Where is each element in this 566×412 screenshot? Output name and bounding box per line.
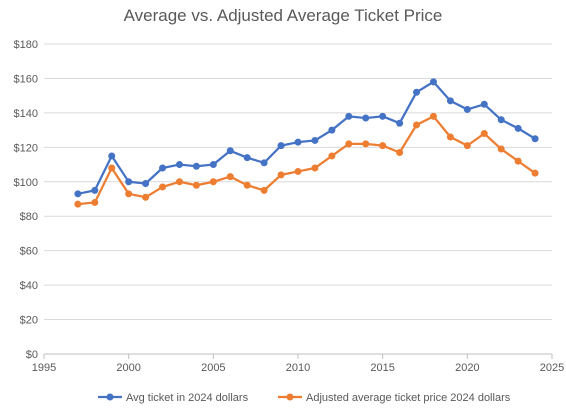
- x-tick-label: 2010: [286, 362, 310, 374]
- data-point: [260, 186, 268, 194]
- data-point: [125, 178, 133, 186]
- data-point: [209, 161, 217, 169]
- data-point: [531, 169, 539, 177]
- data-point: [226, 173, 234, 181]
- y-tick-label: $0: [26, 349, 38, 361]
- y-tick-label: $40: [20, 280, 38, 292]
- chart-title: Average vs. Adjusted Average Ticket Pric…: [123, 6, 443, 25]
- data-point: [413, 88, 421, 96]
- legend-marker-swatch: [106, 393, 114, 401]
- data-point: [91, 186, 99, 194]
- data-point: [328, 126, 336, 134]
- data-point: [226, 147, 234, 155]
- legend-entry-1: Avg ticket in 2024 dollars: [98, 392, 249, 404]
- legend-entry-2: Adjusted average ticket price 2024 dolla…: [278, 392, 511, 404]
- data-point: [497, 116, 505, 124]
- data-point: [429, 112, 437, 120]
- data-point: [514, 124, 522, 132]
- data-point: [243, 154, 251, 162]
- data-point: [311, 136, 319, 144]
- x-tick-label: 2000: [116, 362, 140, 374]
- data-point: [192, 162, 200, 170]
- data-point: [345, 140, 353, 148]
- legend-label: Adjusted average ticket price 2024 dolla…: [306, 392, 511, 404]
- data-point: [125, 190, 133, 198]
- data-point: [142, 193, 150, 201]
- data-point: [243, 181, 251, 189]
- data-point: [209, 178, 217, 186]
- data-point: [294, 167, 302, 175]
- data-point: [108, 152, 116, 160]
- series-1: [74, 78, 539, 198]
- data-point: [328, 152, 336, 160]
- data-point: [480, 130, 488, 138]
- data-point: [362, 140, 370, 148]
- data-point: [463, 142, 471, 150]
- data-point: [159, 164, 167, 172]
- legend-label: Avg ticket in 2024 dollars: [126, 392, 249, 404]
- x-tick-label: 2005: [201, 362, 225, 374]
- data-point: [446, 97, 454, 105]
- x-tick-label: 2025: [540, 362, 564, 374]
- data-point: [531, 135, 539, 143]
- data-point: [175, 161, 183, 169]
- y-tick-label: $60: [20, 246, 38, 258]
- data-point: [379, 142, 387, 150]
- data-point: [142, 180, 150, 187]
- data-point: [260, 159, 268, 167]
- data-point: [277, 142, 285, 150]
- data-point: [345, 112, 353, 120]
- data-point: [480, 100, 488, 108]
- data-point: [91, 198, 99, 206]
- series: [74, 78, 539, 208]
- series-line: [77, 115, 536, 206]
- x-tick-label: 1995: [32, 362, 56, 374]
- data-point: [294, 138, 302, 146]
- series-2: [74, 112, 539, 208]
- y-tick-label: $100: [14, 177, 38, 189]
- data-point: [192, 181, 200, 189]
- data-point: [175, 178, 183, 186]
- data-point: [463, 105, 471, 113]
- data-point: [497, 145, 505, 153]
- data-point: [396, 149, 404, 156]
- data-point: [379, 112, 387, 120]
- x-tick-label: 2015: [370, 362, 394, 374]
- data-point: [429, 78, 437, 86]
- series-line: [77, 80, 536, 195]
- legend-marker-swatch: [286, 393, 294, 401]
- data-point: [277, 171, 285, 179]
- y-tick-label: $80: [20, 211, 38, 223]
- y-tick-label: $120: [14, 142, 38, 154]
- y-tick-label: $180: [14, 39, 38, 51]
- data-point: [413, 121, 421, 129]
- y-tick-label: $140: [14, 108, 38, 120]
- data-point: [362, 114, 370, 122]
- data-point: [74, 190, 82, 198]
- legend: Avg ticket in 2024 dollars Adjusted avera…: [98, 392, 511, 404]
- data-point: [514, 157, 522, 165]
- y-tick-label: $160: [14, 73, 38, 85]
- data-point: [108, 164, 116, 172]
- data-point: [311, 164, 319, 172]
- axes: $0 $20 $40 $60 $80 $100 $120 $140 $160 $180 1995 20…: [14, 39, 565, 374]
- data-point: [159, 183, 167, 191]
- data-point: [396, 119, 404, 127]
- y-tick-label: $20: [20, 315, 38, 327]
- data-point: [74, 200, 82, 208]
- x-tick-label: 2020: [455, 362, 479, 374]
- data-point: [446, 133, 454, 141]
